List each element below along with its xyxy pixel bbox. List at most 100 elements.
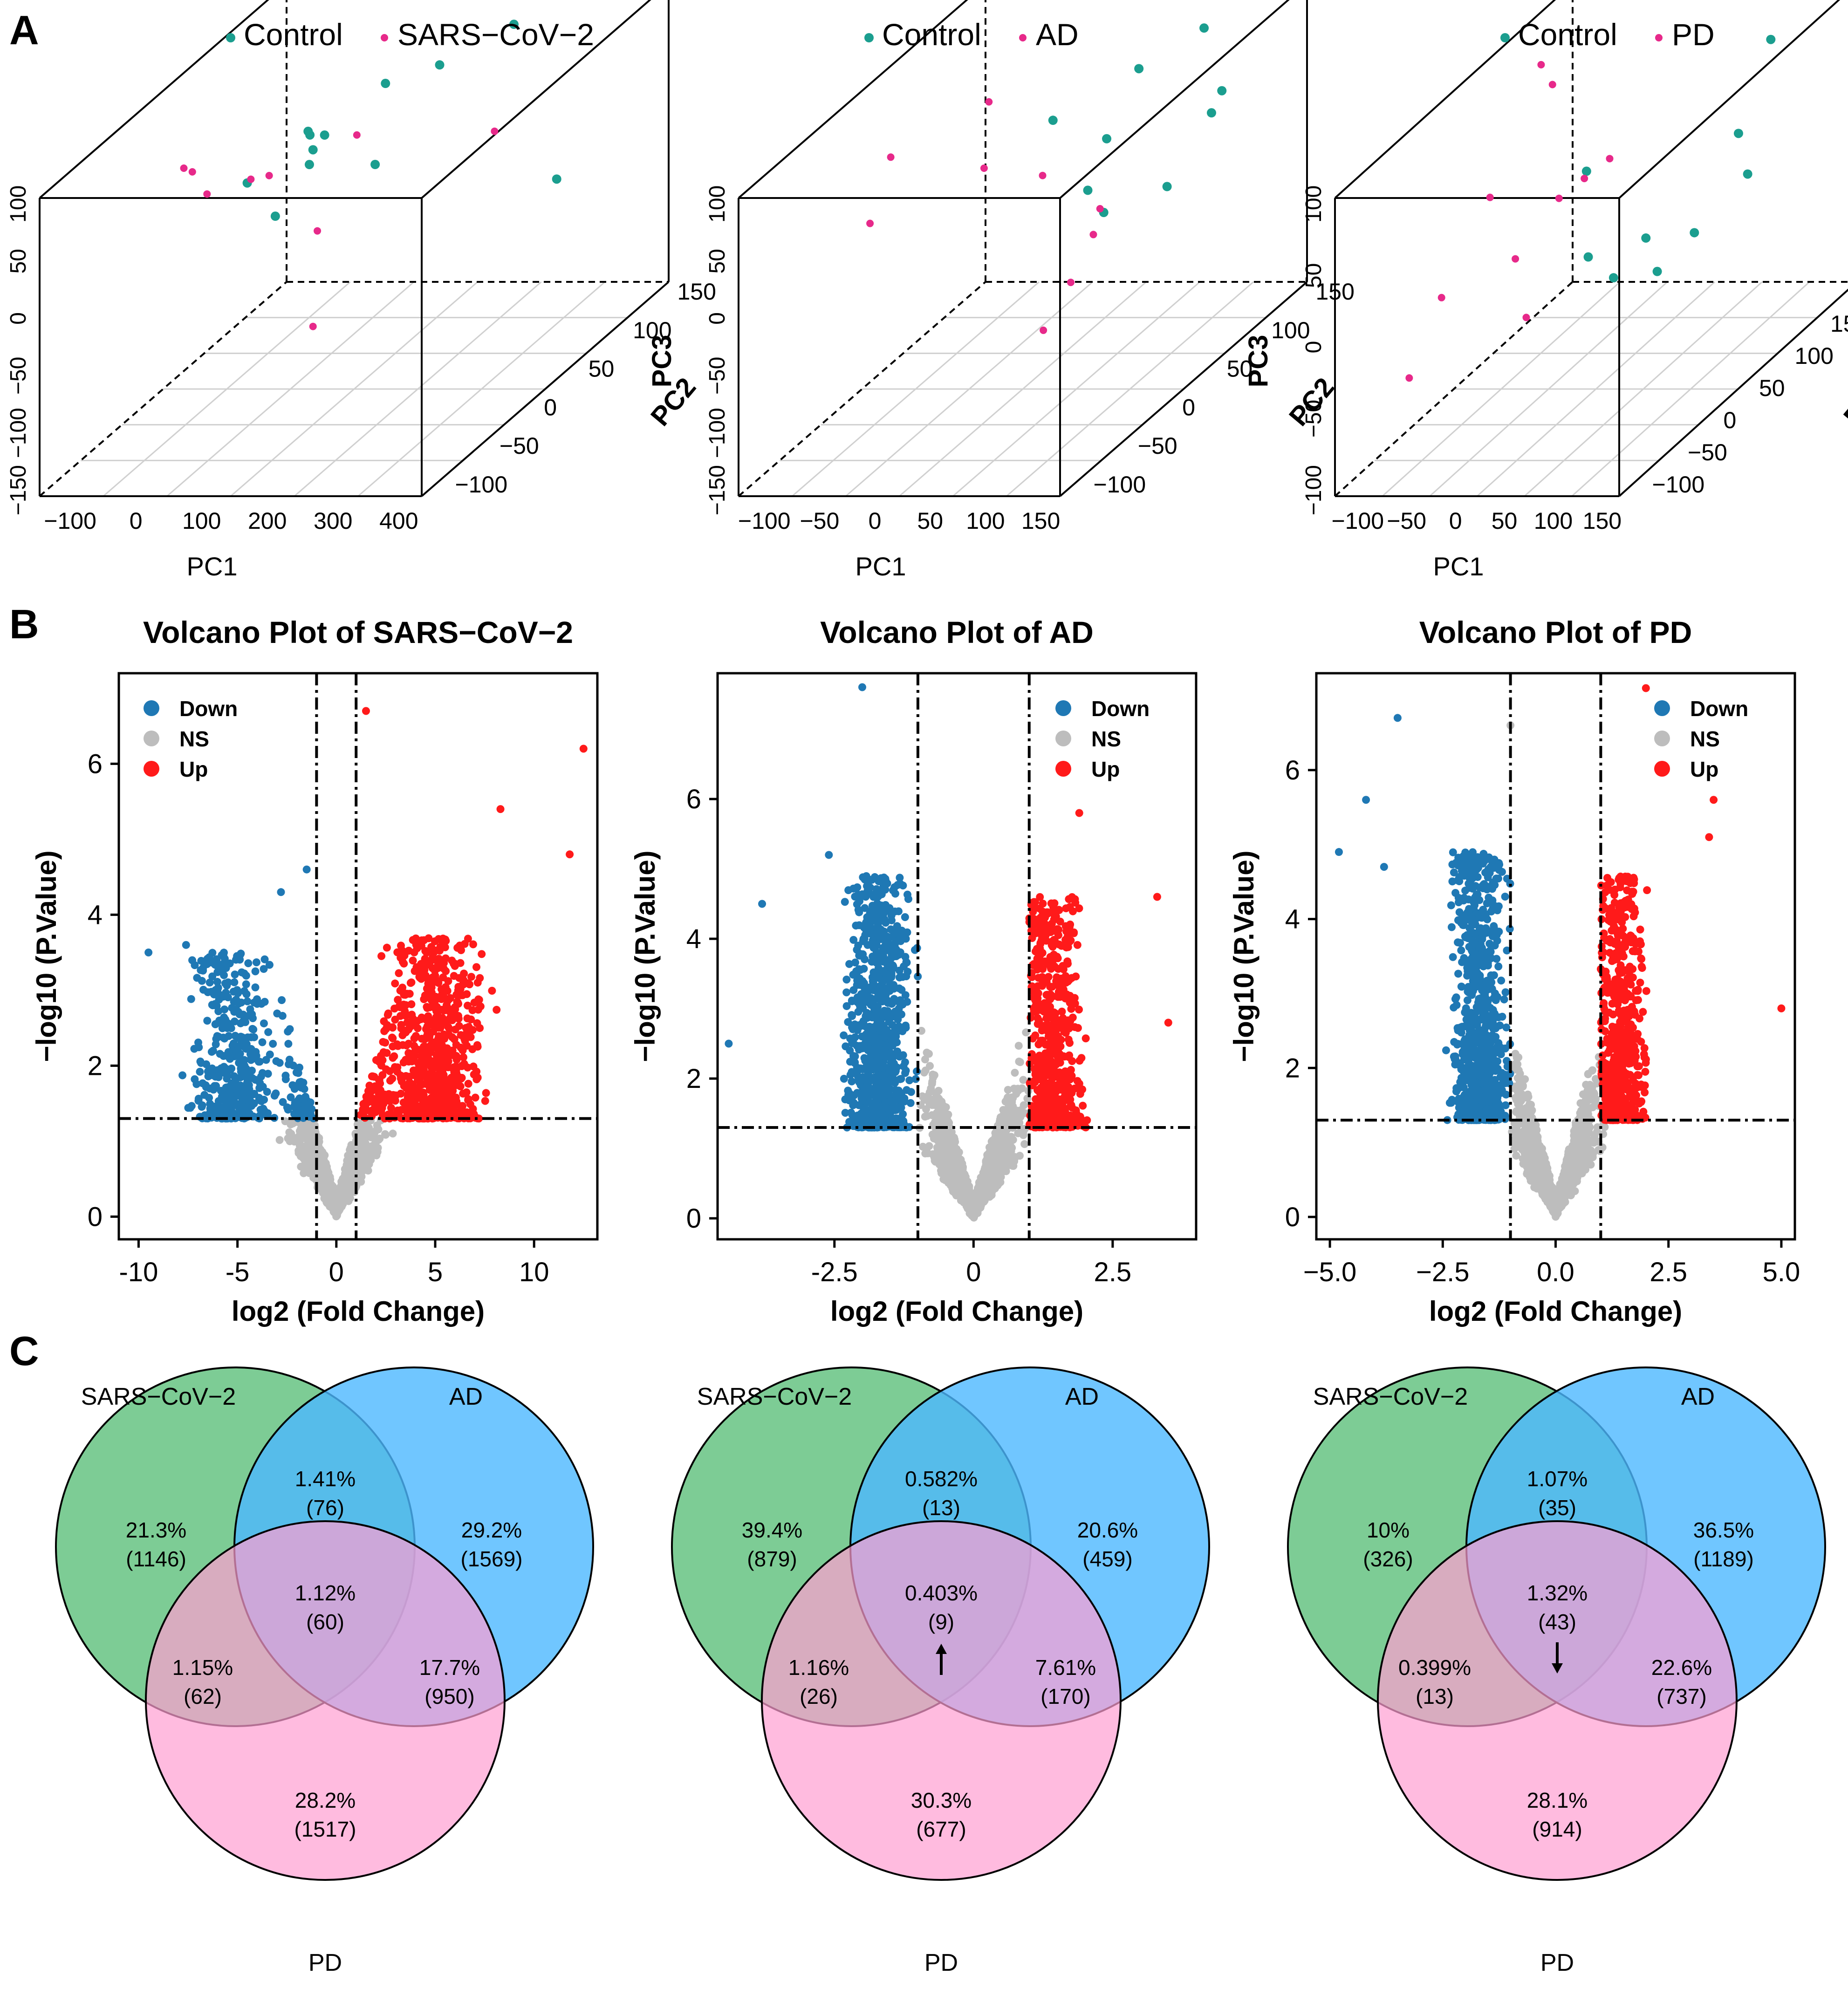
volcano-point-down (897, 1010, 906, 1018)
volcano-point-down (900, 962, 908, 970)
volcano-point-up (398, 947, 407, 955)
volcano-point-up (448, 957, 456, 965)
volcano-point-ns (343, 1161, 352, 1169)
x-tick-label: 100 (1534, 508, 1573, 534)
volcano-point-down (217, 1064, 226, 1073)
volcano-point-ns (951, 1180, 959, 1188)
volcano-point-ns (1001, 1164, 1010, 1173)
volcano-point-down (264, 1028, 273, 1036)
volcano-point-down (876, 1060, 885, 1068)
volcano-point-down (244, 1096, 253, 1104)
volcano-point-down (840, 1074, 848, 1083)
volcano-point-down (284, 1039, 293, 1048)
volcano-point-down (861, 955, 869, 963)
volcano-point-down (234, 1083, 242, 1091)
volcano-point-up (467, 1015, 475, 1024)
volcano-point-up (399, 1098, 408, 1107)
volcano-point-down (853, 1026, 862, 1034)
volcano-point-up (395, 969, 403, 977)
pca-point (887, 153, 895, 161)
volcano-point-down (898, 1027, 907, 1035)
volcano-point-ns (929, 1070, 937, 1079)
volcano-point-ns (1008, 1152, 1016, 1160)
volcano-point-down (214, 1007, 223, 1016)
pca-point (1217, 86, 1227, 96)
volcano-point-up (451, 1078, 459, 1086)
volcano-point-up (438, 1015, 446, 1023)
volcano-point-up (466, 1033, 475, 1041)
volcano-point-down (272, 1089, 280, 1098)
x-axis-label: PC1 (1433, 552, 1484, 581)
volcano-point-up (427, 943, 436, 951)
volcano-point-down (302, 865, 311, 874)
volcano-point-up (427, 1041, 435, 1049)
pca-point (353, 131, 361, 139)
volcano-point-up (446, 994, 454, 1002)
volcano-point-up (459, 980, 468, 989)
volcano-point-ns (1020, 1140, 1029, 1148)
legend-label-case: SARS−CoV−2 (397, 17, 594, 52)
volcano-point-up (465, 1023, 473, 1031)
volcano-point-up (425, 1079, 433, 1087)
volcano-point-down (207, 1048, 216, 1056)
pca-point (320, 130, 329, 140)
z-tick-label: −150 (705, 465, 730, 515)
volcano-point-up (418, 1013, 426, 1022)
pca-point (985, 98, 993, 106)
volcano-point-up (410, 1020, 418, 1028)
volcano-point-up (385, 1090, 393, 1098)
box-edge (39, 0, 269, 199)
volcano-point-ns (286, 1137, 294, 1146)
pca-point (491, 127, 499, 135)
pca-point (435, 60, 445, 70)
pca-plot-ad: −100 −50 0 50 100 150PC1−100−50050100150PC2−1… (647, 0, 1355, 581)
z-tick-label: 0 (6, 312, 31, 325)
volcano-point-down (198, 977, 206, 985)
volcano-point-up (376, 1079, 384, 1087)
volcano-point-up (435, 1065, 443, 1073)
volcano-point-ns (323, 1199, 331, 1207)
volcano-point-ns (999, 1106, 1007, 1114)
pca-point (1555, 194, 1563, 202)
volcano-point-down (853, 883, 862, 892)
pca-point (1134, 64, 1144, 74)
z-axis-label: PC3 (647, 335, 677, 388)
volcano-point-down (187, 1102, 196, 1110)
volcano-point-down (889, 886, 897, 895)
volcano-point-up (438, 1081, 446, 1090)
legend-marker-case (1655, 34, 1663, 41)
volcano-point-down (841, 898, 849, 906)
volcano-point-ns (984, 1166, 992, 1174)
volcano-point-down (278, 996, 286, 1004)
volcano-point-down (237, 1109, 246, 1117)
volcano-point-up (383, 943, 391, 952)
volcano-point-ns (923, 1148, 931, 1156)
x-tick-label: 0 (329, 1257, 344, 1287)
y-tick-label: 100 (1271, 317, 1310, 343)
volcano-point-down (257, 1073, 265, 1081)
box-edge (421, 0, 651, 199)
volcano-point-ns (991, 1150, 999, 1158)
legend-label-case: AD (1036, 17, 1079, 52)
volcano-point-up (464, 1079, 472, 1088)
volcano-point-up (423, 1004, 431, 1012)
x-tick-label: 150 (1021, 508, 1060, 534)
volcano-point-down (242, 980, 250, 989)
pca-point (1089, 231, 1097, 239)
volcano-point-up (441, 936, 450, 944)
volcano-point-down (294, 1082, 303, 1090)
volcano-point-up (433, 995, 441, 1003)
volcano-point-up (409, 957, 417, 965)
pca-point (1199, 23, 1209, 33)
volcano-point-ns (952, 1161, 961, 1170)
volcano-point-down (245, 1081, 253, 1089)
volcano-point-ns (365, 1127, 373, 1135)
volcano-point-down (251, 1054, 259, 1063)
y-tick-label: 50 (589, 356, 615, 382)
volcano-point-up (431, 1101, 439, 1110)
y-axis-label: −log10 (P.Value) (31, 850, 62, 1062)
panel-label-a: A (9, 7, 39, 53)
volcano-point-down (858, 977, 867, 985)
pca-point (1405, 374, 1413, 382)
volcano-point-down (848, 1077, 856, 1086)
